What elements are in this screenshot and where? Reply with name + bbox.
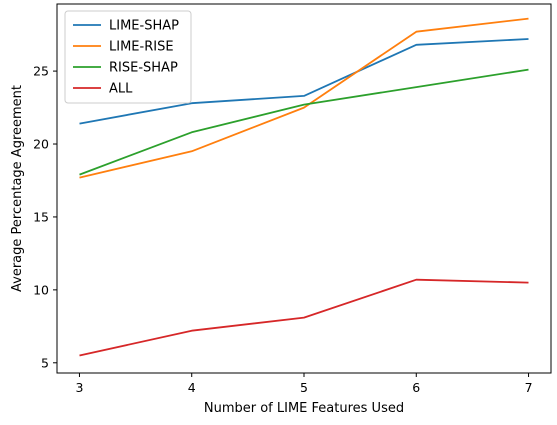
y-axis-label: Average Percentage Agreement — [10, 85, 25, 292]
legend-label-lime-rise: LIME-RISE — [109, 40, 174, 55]
series-lines — [79, 17, 529, 357]
y-tick-label: 25 — [33, 64, 49, 79]
y-tick-label: 20 — [33, 137, 49, 152]
y-axis-ticks: 5 10 15 20 25 — [33, 64, 57, 370]
series-line-all — [79, 278, 529, 357]
legend: LIME-SHAP LIME-RISE RISE-SHAP ALL — [64, 10, 192, 104]
x-axis-ticks: 3 4 5 6 7 — [75, 373, 533, 395]
x-tick-label: 3 — [75, 380, 83, 395]
x-axis-label: Number of LIME Features Used — [204, 401, 404, 416]
series-line-rise-shap — [79, 68, 529, 176]
series-line-lime-rise — [79, 17, 529, 179]
y-tick-label: 5 — [41, 355, 49, 370]
series-line-lime-shap — [79, 38, 529, 125]
x-tick-label: 5 — [300, 380, 308, 395]
x-tick-label: 6 — [412, 380, 420, 395]
x-tick-label: 7 — [525, 380, 533, 395]
y-tick-label: 15 — [33, 209, 49, 224]
y-tick-label: 10 — [33, 282, 49, 297]
legend-label-lime-shap: LIME-SHAP — [109, 19, 179, 34]
x-tick-label: 4 — [188, 380, 196, 395]
legend-box — [64, 10, 192, 104]
legend-label-rise-shap: RISE-SHAP — [109, 61, 178, 76]
legend-label-all: ALL — [109, 82, 133, 97]
plot-frame — [56, 3, 552, 374]
